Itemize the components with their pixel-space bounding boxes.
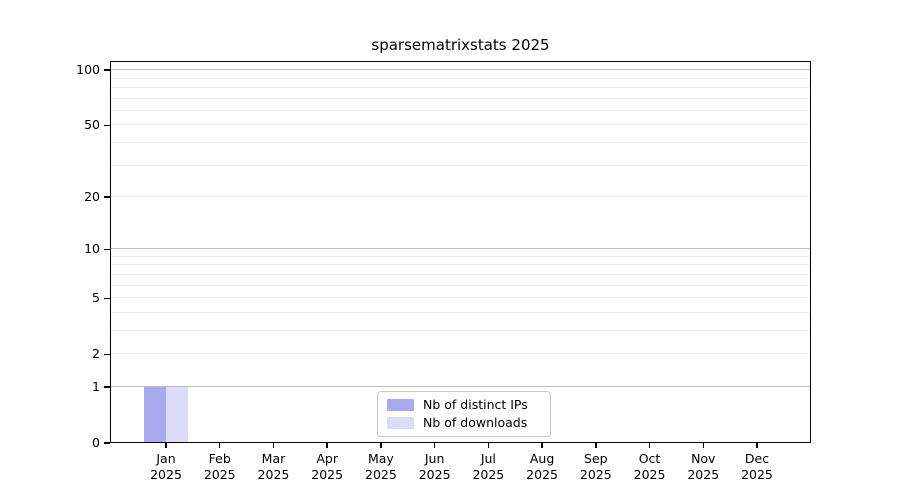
x-tick-mark [326, 443, 328, 448]
y-tick-label: 2 [92, 346, 100, 362]
y-tick-mark [104, 248, 110, 250]
y-gridline-minor [110, 284, 811, 286]
x-tick-label: Jun 2025 [418, 451, 451, 482]
y-tick-mark [104, 196, 110, 198]
x-tick-mark [595, 443, 597, 448]
y-gridline-minor [110, 273, 811, 275]
x-tick-label: Dec 2025 [741, 451, 773, 482]
y-gridline-minor [110, 255, 811, 257]
y-gridline-minor [110, 141, 811, 143]
y-gridline-minor [110, 77, 811, 79]
x-tick-mark [702, 443, 704, 448]
y-gridline-minor [110, 196, 811, 197]
legend-item-distinct-ips: Nb of distinct IPs [387, 398, 541, 412]
x-tick-label: Jan 2025 [150, 451, 182, 482]
x-tick-mark [756, 443, 758, 448]
y-gridline-minor [110, 329, 811, 331]
legend-label: Nb of distinct IPs [423, 397, 528, 412]
x-tick-label: Sep 2025 [579, 451, 612, 482]
y-tick-label: 1 [92, 378, 100, 394]
y-tick-mark [104, 386, 110, 388]
y-gridline-minor [110, 164, 811, 166]
x-tick-label: Aug 2025 [526, 451, 558, 482]
y-tick-label: 100 [76, 62, 100, 78]
x-tick-label: Nov 2025 [687, 451, 720, 482]
legend: Nb of distinct IPs Nb of downloads [377, 391, 551, 437]
y-gridline-major [110, 69, 811, 71]
x-tick-label: Feb 2025 [203, 451, 236, 482]
y-gridline-minor [110, 97, 811, 99]
y-tick-mark [104, 297, 110, 299]
x-tick-mark [541, 443, 543, 448]
y-gridline-minor [110, 124, 811, 126]
x-tick-mark [380, 443, 382, 448]
y-gridline-minor [110, 109, 811, 111]
y-tick-mark [104, 353, 110, 355]
chart-title: sparsematrixstats 2025 [371, 36, 550, 54]
y-gridline-minor [110, 353, 811, 355]
legend-label: Nb of downloads [423, 415, 528, 430]
x-tick-mark [648, 443, 651, 448]
x-tick-label: Jul 2025 [472, 451, 505, 482]
x-tick-label: Oct 2025 [633, 451, 666, 482]
y-tick-label: 20 [84, 188, 100, 204]
bar-distinct-ips [144, 387, 166, 443]
y-gridline-major [110, 386, 811, 387]
y-tick-label: 50 [84, 117, 100, 133]
distinct-ips-swatch [387, 399, 414, 411]
y-gridline-minor [110, 264, 811, 266]
x-tick-mark [487, 443, 490, 448]
y-tick-label: 10 [84, 241, 100, 257]
y-tick-mark [104, 69, 110, 71]
y-tick-mark [104, 124, 110, 126]
x-tick-label: Mar 2025 [257, 451, 290, 482]
x-tick-label: May 2025 [365, 451, 397, 482]
plot-area [110, 61, 811, 443]
y-gridline-minor [110, 86, 811, 88]
x-tick-mark [165, 443, 167, 448]
y-tick-mark [104, 442, 110, 444]
y-gridline-major [110, 248, 811, 250]
x-tick-label: Apr 2025 [311, 451, 344, 482]
x-tick-mark [219, 443, 221, 448]
y-tick-label: 5 [92, 290, 100, 306]
downloads-swatch [387, 417, 414, 429]
legend-item-downloads: Nb of downloads [387, 416, 541, 430]
y-tick-label: 0 [92, 435, 100, 450]
y-gridline-minor [110, 297, 811, 299]
y-gridline-minor [110, 311, 811, 313]
x-tick-mark [272, 443, 275, 448]
x-tick-mark [433, 443, 436, 448]
bar-downloads [166, 387, 188, 443]
